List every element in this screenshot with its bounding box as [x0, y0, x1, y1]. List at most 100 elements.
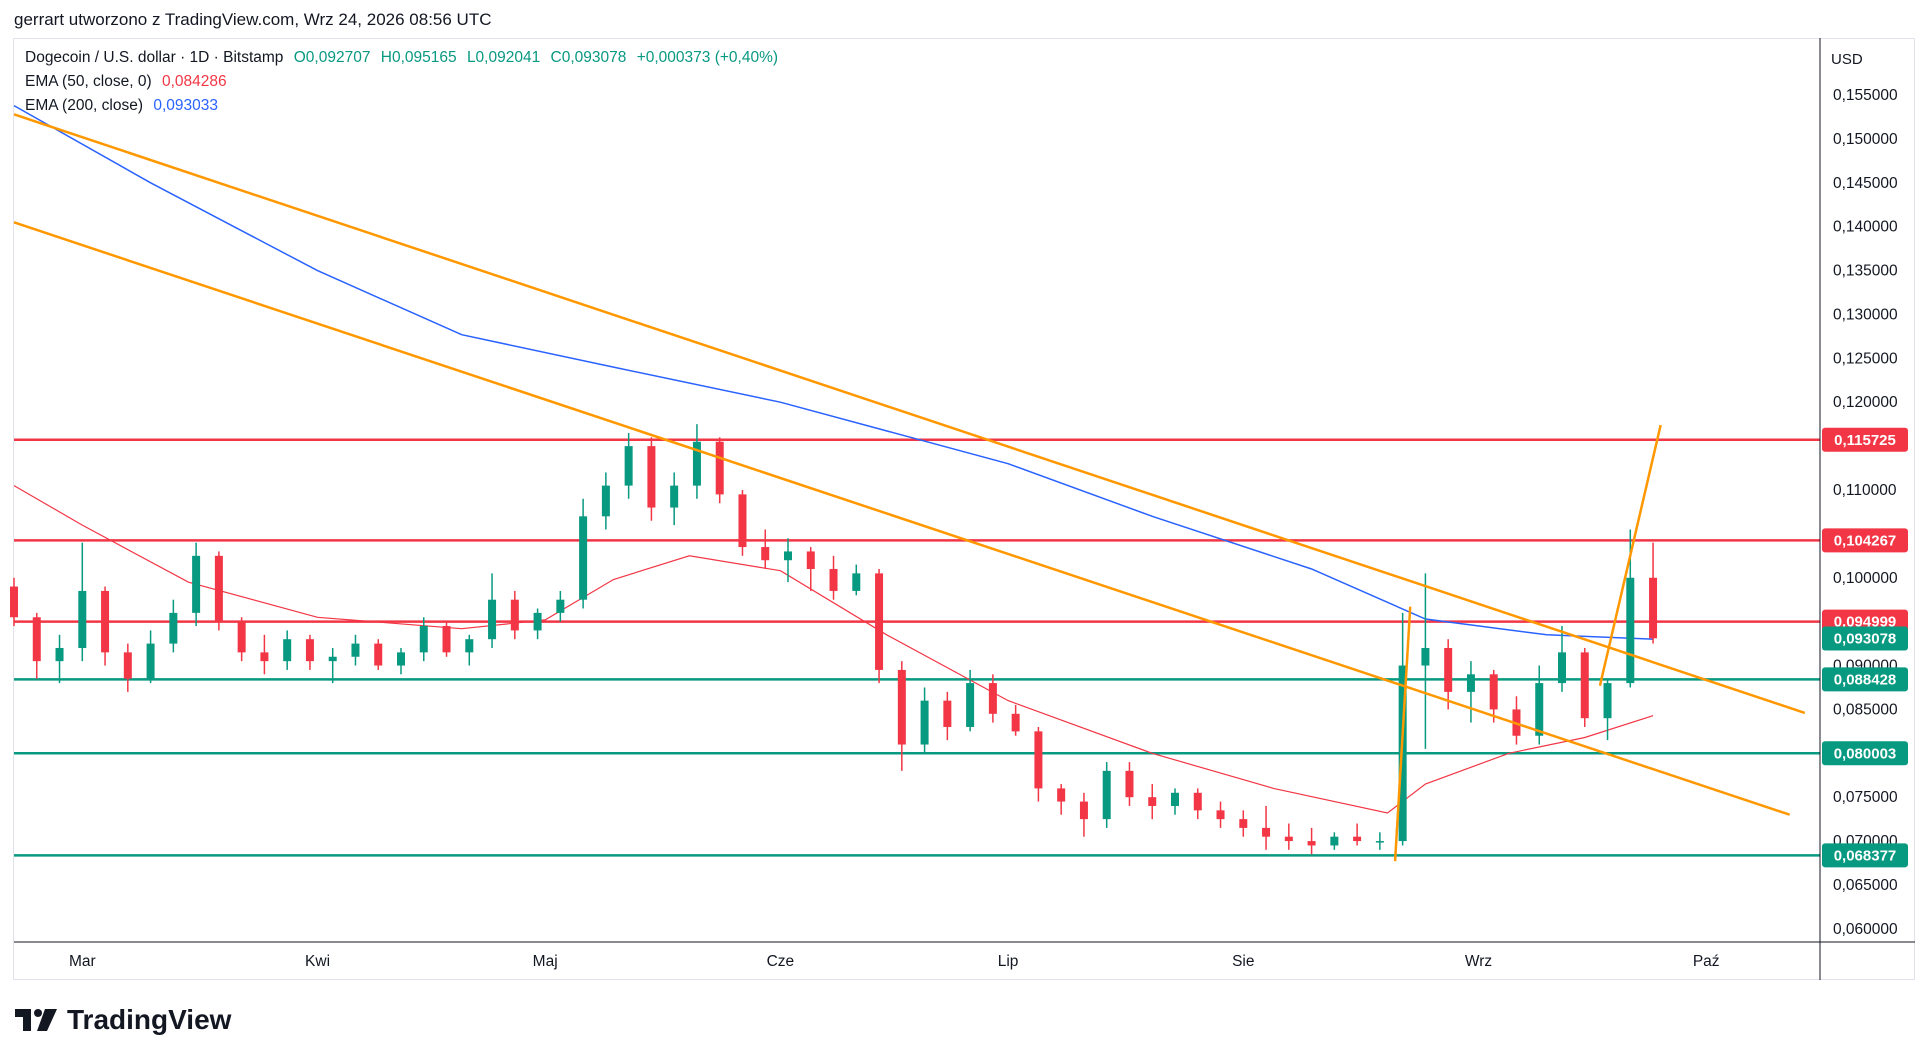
- candle-body: [829, 568, 838, 591]
- candle-body: [533, 612, 542, 631]
- candle-body: [10, 586, 18, 618]
- ema200-line: [13, 104, 1654, 640]
- price-tick-label: 0,150000: [1833, 131, 1898, 148]
- price-tick-label: 0,130000: [1833, 306, 1898, 323]
- price-tick-label: 0,155000: [1833, 87, 1898, 104]
- horizontal-levels: [14, 438, 1820, 857]
- price-badge-label: 0,068377: [1834, 847, 1897, 864]
- tradingview-logo-icon: [15, 1009, 57, 1031]
- candle-body: [1375, 841, 1384, 843]
- candle-body: [214, 555, 223, 622]
- candle-body: [852, 573, 861, 591]
- candle-body: [101, 590, 110, 653]
- candle-body: [283, 639, 292, 662]
- legend-ema50-row[interactable]: EMA (50, close, 0) 0,084286: [25, 73, 233, 91]
- time-tick-label: Sie: [1232, 953, 1254, 970]
- time-tick-label: Wrz: [1465, 953, 1492, 970]
- candle-body: [1011, 713, 1020, 732]
- price-tick-label: 0,085000: [1833, 701, 1898, 718]
- chart-frame[interactable]: [13, 38, 1915, 980]
- candle-body: [1284, 836, 1293, 842]
- candle-body: [1649, 577, 1658, 639]
- candle-body: [1444, 647, 1453, 692]
- candle-body: [738, 494, 747, 548]
- time-tick-label: Kwi: [305, 953, 330, 970]
- price-tick-label: 0,140000: [1833, 219, 1898, 236]
- candle-body: [1148, 797, 1157, 806]
- candle-body: [943, 700, 952, 727]
- legend-symbol[interactable]: Dogecoin / U.S. dollar · 1D · Bitstamp: [25, 49, 284, 66]
- candle-body: [237, 621, 246, 653]
- candle-body: [328, 656, 337, 662]
- candle-body: [1239, 819, 1248, 828]
- ema-lines: [13, 104, 1654, 814]
- price-badge-label: 0,088428: [1834, 671, 1897, 688]
- candles: [10, 424, 1658, 855]
- candle-body: [442, 626, 451, 653]
- candle-body: [146, 643, 155, 679]
- current-price-badge: [1822, 626, 1908, 651]
- candle-body: [897, 669, 906, 745]
- trendlines: [13, 113, 1806, 862]
- price-axis: 0,155000 0,150000 0,145000 0,140000 0,135000…: [14, 38, 1915, 980]
- candle-body: [374, 643, 383, 666]
- legend-ema200-row[interactable]: EMA (200, close) 0,093033: [25, 97, 224, 115]
- candle-body: [806, 551, 815, 569]
- candle-body: [169, 612, 178, 644]
- candle-body: [55, 647, 64, 662]
- price-badges: 0,115725 0,104267 0,094999 0,088428 0,080003…: [1822, 427, 1908, 868]
- candle-body: [1034, 731, 1043, 789]
- candle-body: [601, 485, 610, 517]
- candle-body: [1580, 652, 1589, 719]
- candle-body: [670, 485, 679, 508]
- price-tick-label: 0,135000: [1833, 263, 1898, 280]
- candle-body: [1421, 647, 1430, 666]
- trendline: [1598, 424, 1662, 687]
- price-badge: [1822, 667, 1908, 692]
- candle-body: [647, 446, 656, 508]
- candle-body: [1262, 827, 1271, 837]
- price-tick-label: 0,100000: [1833, 570, 1898, 587]
- candle-body: [123, 652, 132, 679]
- candle-body: [624, 446, 633, 486]
- candle-body: [465, 639, 474, 653]
- chart-caption: gerrart utworzono z TradingView.com, Wrz…: [14, 10, 492, 29]
- legend-symbol-row[interactable]: Dogecoin / U.S. dollar · 1D · Bitstamp O…: [25, 49, 784, 67]
- legend-ema200-label[interactable]: EMA (200, close): [25, 97, 144, 114]
- tradingview-logo[interactable]: TradingView: [15, 1004, 231, 1036]
- trendline: [13, 113, 1806, 715]
- price-tick-label: 0,145000: [1833, 175, 1898, 192]
- legend-change: +0,000373 (+0,40%): [636, 49, 779, 66]
- candle-body: [1558, 652, 1566, 684]
- time-tick-label: Cze: [767, 953, 795, 970]
- price-badge-label: 0,080003: [1834, 745, 1897, 762]
- candle-body: [1466, 674, 1475, 692]
- price-chart[interactable]: 0,155000 0,150000 0,145000 0,140000 0,135000…: [0, 0, 1920, 1000]
- price-tick-label: 0,125000: [1833, 350, 1898, 367]
- time-axis: Mar Kwi Maj Cze Lip Sie Wrz Paź: [69, 953, 1720, 970]
- legend-low: L0,092041: [466, 49, 541, 66]
- candle-body: [784, 551, 792, 561]
- candle-body: [419, 626, 428, 653]
- candle-body: [1216, 810, 1225, 820]
- legend-open: O0,092707: [293, 49, 371, 66]
- candle-body: [351, 643, 360, 657]
- legend-ema50-label[interactable]: EMA (50, close, 0): [25, 73, 152, 90]
- candle-body: [579, 516, 588, 600]
- currency-selector[interactable]: USD: [1831, 51, 1863, 68]
- legend-ema200-value: 0,093033: [153, 97, 218, 114]
- candle-body: [192, 555, 201, 613]
- candle-body: [1079, 801, 1088, 820]
- candle-body: [556, 599, 565, 613]
- candle-body: [692, 441, 701, 486]
- legend-close: C0,093078: [550, 49, 627, 66]
- time-tick-label: Lip: [998, 953, 1019, 970]
- legend-ema50-value: 0,084286: [161, 73, 227, 90]
- trendline: [1393, 606, 1412, 862]
- candle-body: [397, 652, 405, 666]
- candle-body: [1353, 836, 1362, 842]
- candle-body: [1125, 770, 1134, 798]
- candle-body: [1489, 674, 1498, 710]
- price-tick-label: 0,110000: [1833, 482, 1897, 499]
- candle-body: [260, 652, 269, 662]
